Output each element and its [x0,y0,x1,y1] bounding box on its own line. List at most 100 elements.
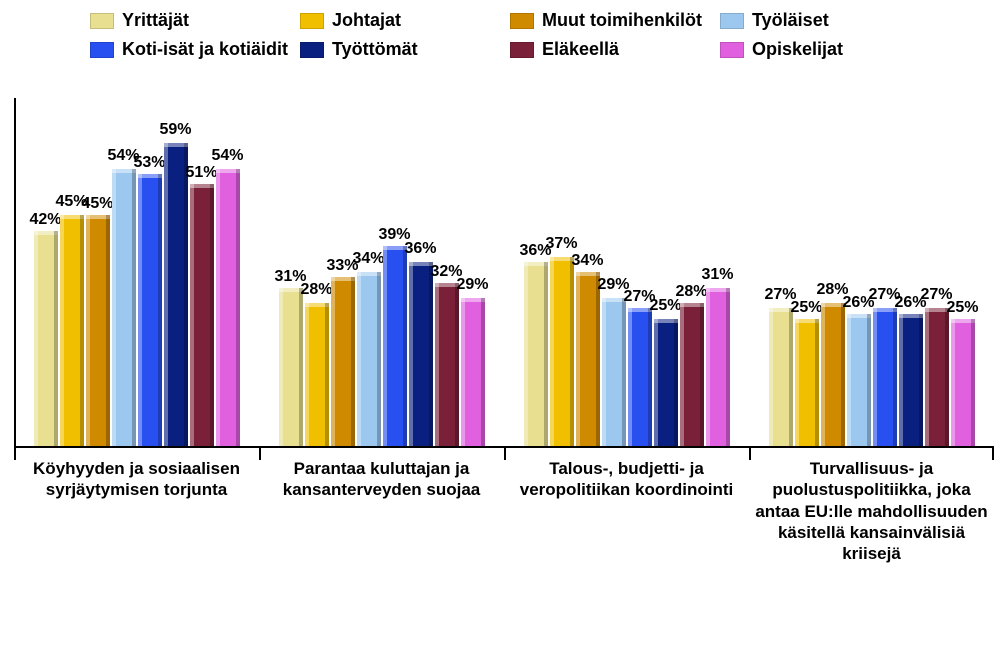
chart-plot-area: 42%45%45%54%53%59%51%54%31%28%33%34%39%3… [0,98,1008,478]
legend-label: Yrittäjät [122,10,189,31]
legend-label: Työttömät [332,39,418,60]
bar-rect [112,169,136,448]
x-axis [14,446,994,448]
bar: 25% [654,319,678,448]
bar-rect [550,257,574,448]
bar: 27% [628,308,652,448]
bar-rect [357,272,381,448]
legend-label: Koti-isät ja kotiäidit [122,39,288,60]
bar: 29% [461,298,485,448]
legend-item: Työttömät [300,39,510,60]
bar: 28% [821,303,845,448]
bar-rect [706,288,730,448]
category-labels: Köyhyyden ja sosiaalisen syrjäytymisen t… [14,458,994,598]
bar: 31% [706,288,730,448]
bar-rect [925,308,949,448]
bar-rect [628,308,652,448]
bar-rect [34,231,58,448]
bar-rect [576,272,600,448]
bar-rect [279,288,303,448]
legend-item: Eläkeellä [510,39,720,60]
bar-value-label: 31% [693,266,743,284]
bar: 39% [383,246,407,448]
bar-rect [435,283,459,448]
legend-item: Johtajat [300,10,510,31]
bar-value-label: 37% [537,235,587,253]
category-label: Köyhyyden ja sosiaalisen syrjäytymisen t… [14,458,259,598]
legend-swatch [510,13,534,29]
legend-item: Muut toimihenkilöt [510,10,720,31]
bar-value-label: 29% [448,276,498,294]
bar: 36% [524,262,548,448]
bar-group: 42%45%45%54%53%59%51%54% [14,98,259,448]
bar-rect [769,308,793,448]
bar: 28% [305,303,329,448]
bar-rect [190,184,214,448]
bar-rect [847,314,871,448]
bar: 25% [795,319,819,448]
bar: 29% [602,298,626,448]
legend-swatch [300,13,324,29]
bar-value-label: 59% [151,121,201,139]
bar-group: 27%25%28%26%27%26%27%25% [749,98,994,448]
bar: 54% [112,169,136,448]
bar-rect [86,215,110,448]
legend-item: Opiskelijat [720,39,930,60]
legend-label: Opiskelijat [752,39,843,60]
bar: 26% [899,314,923,448]
bar-rect [821,303,845,448]
bar-group: 31%28%33%34%39%36%32%29% [259,98,504,448]
legend-swatch [300,42,324,58]
bar: 28% [680,303,704,448]
bar-rect [164,143,188,448]
bar-rect [680,303,704,448]
bar-rect [873,308,897,448]
bar-rect [138,174,162,448]
bar-rect [461,298,485,448]
legend-swatch [90,42,114,58]
bar: 34% [576,272,600,448]
bar-rect [951,319,975,448]
bar: 33% [331,277,355,448]
bar-group: 36%37%34%29%27%25%28%31% [504,98,749,448]
legend-swatch [720,13,744,29]
bar-groups-container: 42%45%45%54%53%59%51%54%31%28%33%34%39%3… [14,98,994,448]
legend-item: Työläiset [720,10,930,31]
bar: 27% [769,308,793,448]
legend-label: Johtajat [332,10,401,31]
bar: 37% [550,257,574,448]
bar-rect [409,262,433,448]
legend-swatch [510,42,534,58]
bar-rect [216,169,240,448]
bar-value-label: 25% [938,299,988,317]
bar-value-label: 36% [396,240,446,258]
legend-label: Eläkeellä [542,39,619,60]
legend: Yrittäjät Johtajat Muut toimihenkilöt Ty… [0,0,1008,68]
bar: 25% [951,319,975,448]
legend-swatch [720,42,744,58]
bar-rect [331,277,355,448]
bar-rect [383,246,407,448]
bar: 36% [409,262,433,448]
bar: 45% [60,215,84,448]
bar: 27% [873,308,897,448]
bar-rect [654,319,678,448]
category-label: Talous-, budjetti- ja veropolitiikan koo… [504,458,749,598]
bar: 27% [925,308,949,448]
legend-item: Koti-isät ja kotiäidit [90,39,300,60]
bar-rect [899,314,923,448]
bar-value-label: 34% [563,252,613,270]
legend-label: Työläiset [752,10,829,31]
bar-rect [524,262,548,448]
bar: 34% [357,272,381,448]
bar: 53% [138,174,162,448]
legend-swatch [90,13,114,29]
bar-rect [795,319,819,448]
category-label: Parantaa kuluttajan ja kansanterveyden s… [259,458,504,598]
bar: 45% [86,215,110,448]
bar-rect [602,298,626,448]
bar: 32% [435,283,459,448]
bar: 59% [164,143,188,448]
bar-rect [60,215,84,448]
bar: 51% [190,184,214,448]
